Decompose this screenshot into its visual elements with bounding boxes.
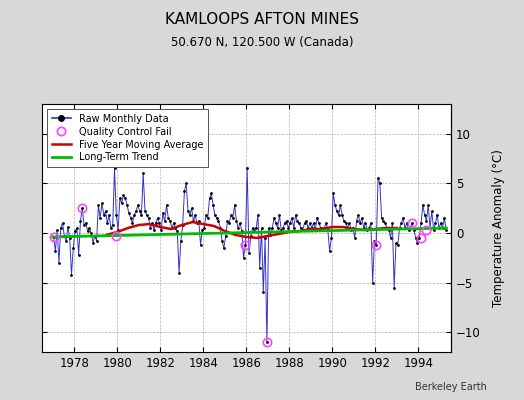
Text: Berkeley Earth: Berkeley Earth — [416, 382, 487, 392]
Text: 50.670 N, 120.500 W (Canada): 50.670 N, 120.500 W (Canada) — [171, 36, 353, 49]
Y-axis label: Temperature Anomaly (°C): Temperature Anomaly (°C) — [492, 149, 505, 307]
Legend: Raw Monthly Data, Quality Control Fail, Five Year Moving Average, Long-Term Tren: Raw Monthly Data, Quality Control Fail, … — [47, 109, 208, 167]
Text: KAMLOOPS AFTON MINES: KAMLOOPS AFTON MINES — [165, 12, 359, 27]
